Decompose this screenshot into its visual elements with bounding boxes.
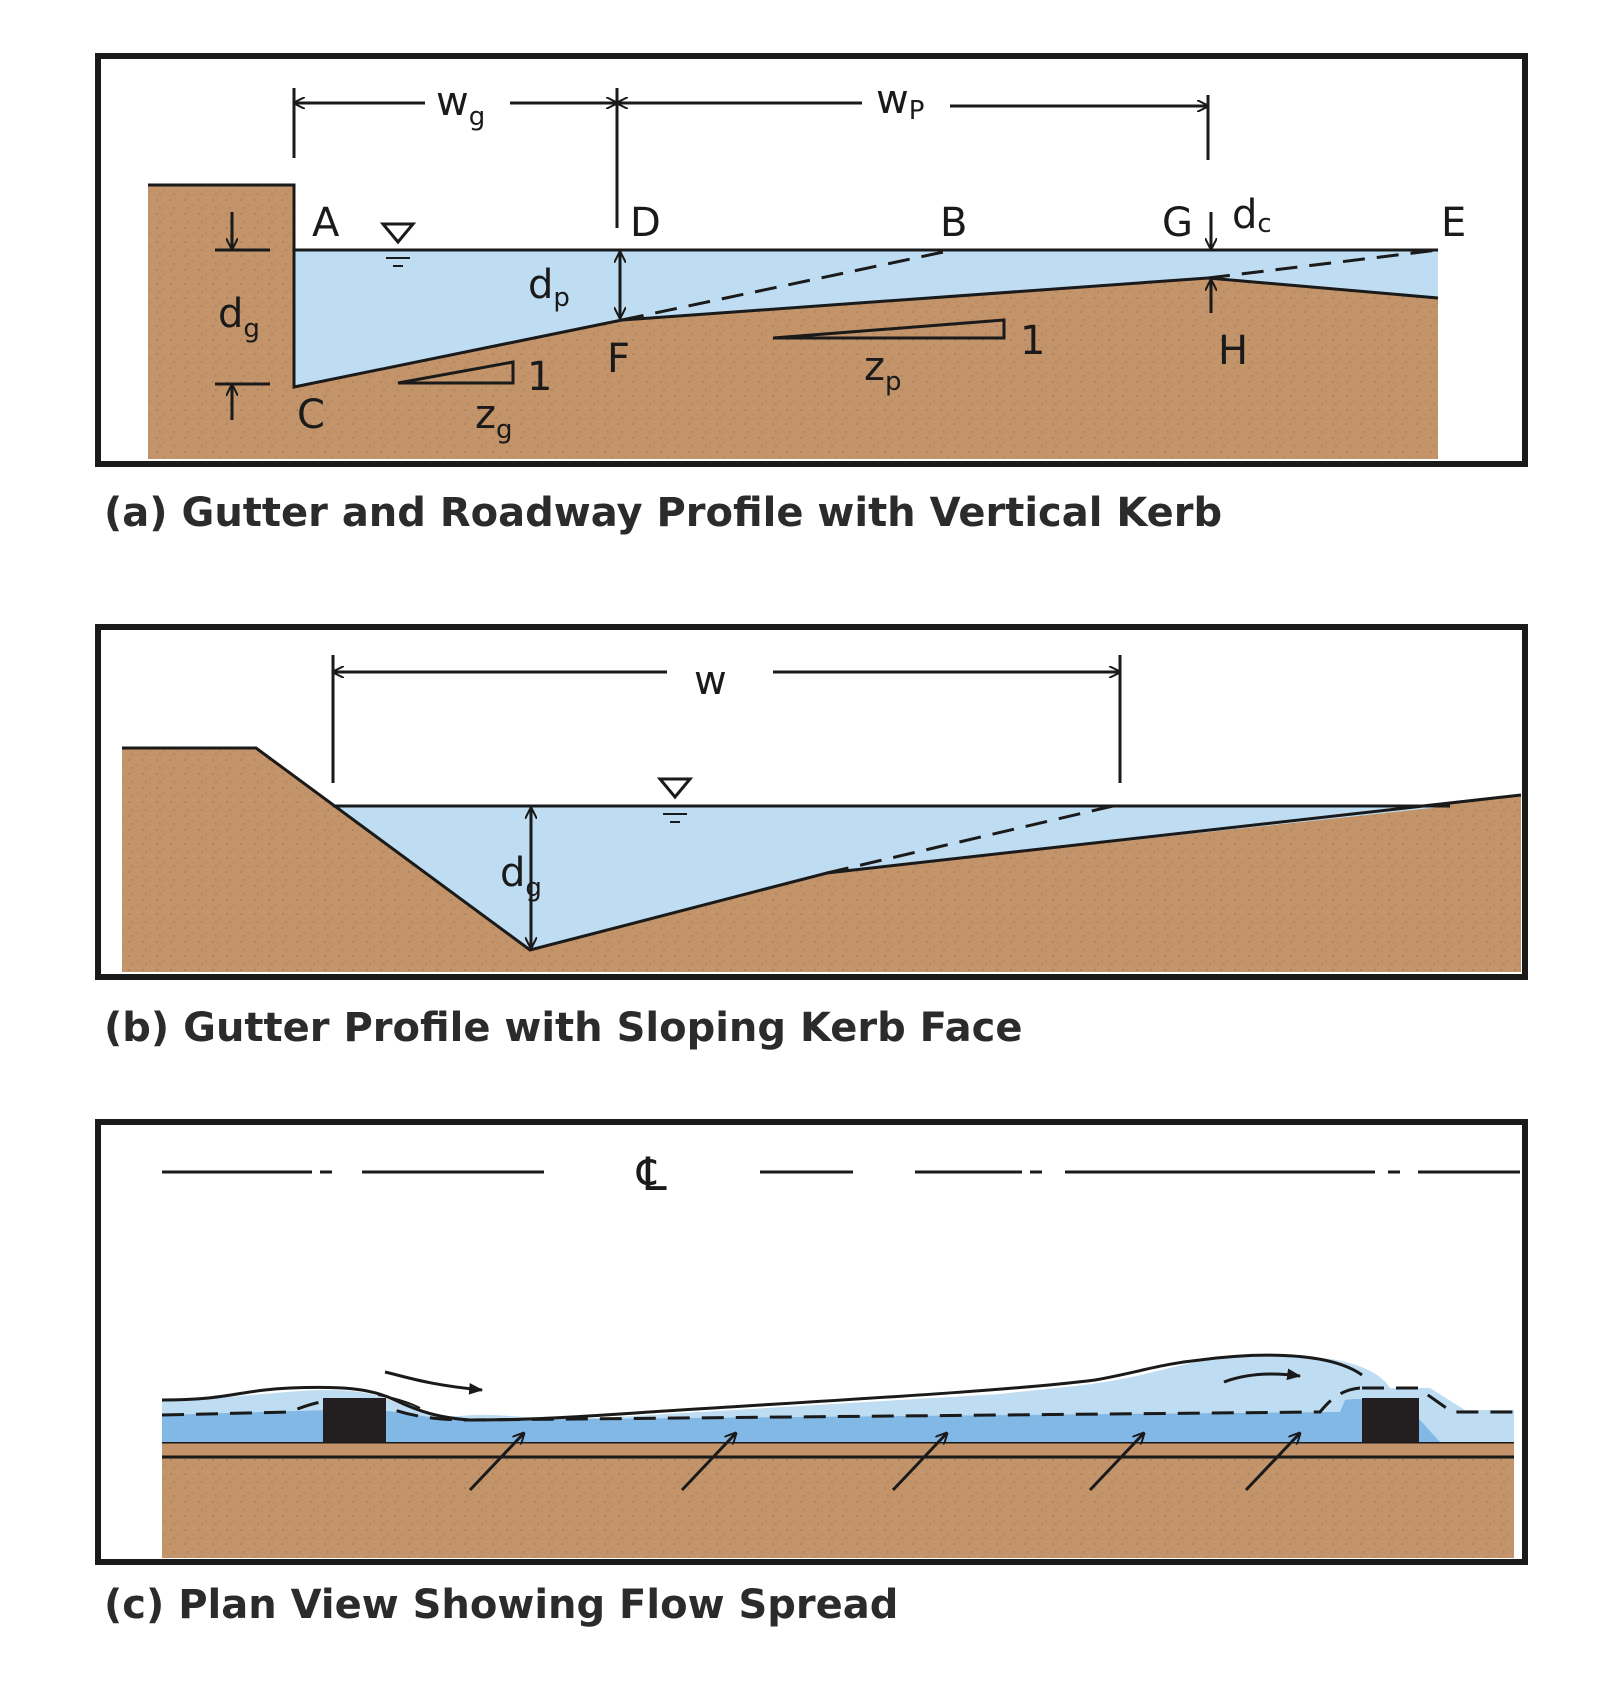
dim-wg-label: w — [436, 79, 469, 125]
point-a-label: A — [312, 200, 340, 246]
inlet-left — [323, 1398, 386, 1442]
panel-c: ℄ — [95, 1119, 1528, 1565]
panel-b-soil — [122, 748, 1521, 972]
point-d-label: D — [630, 200, 661, 246]
panel-b-dashed — [826, 804, 1114, 875]
dim-dp-sub: p — [553, 283, 570, 313]
centerline-symbol: ℄ — [636, 1147, 667, 1201]
dim-dc-sub: c — [1257, 209, 1271, 239]
panel-a-ground-line — [148, 183, 1439, 389]
dim-wg-sub: g — [469, 102, 486, 132]
inflow-arrow-3 — [891, 1433, 947, 1492]
panel-c-channel-water — [162, 1399, 1440, 1442]
slope-triangle-zg — [397, 360, 515, 385]
point-e-label: E — [1441, 200, 1466, 246]
svg-text:dg: dg — [500, 850, 542, 903]
svg-text:dg: dg — [218, 291, 260, 344]
dim-dg-b-label: d — [500, 850, 525, 896]
panel-b-ground-line — [122, 746, 1522, 952]
inflow-arrow-2 — [680, 1433, 736, 1492]
dim-wp-label: w — [876, 77, 909, 123]
panel-a-water — [294, 250, 1438, 387]
caption-panel-a: (a) Gutter and Roadway Profile with Vert… — [104, 490, 1223, 536]
flow-arrow-bypass-right — [1223, 1368, 1302, 1384]
panel-a-dashed-he — [1207, 248, 1439, 280]
svg-text:dp: dp — [528, 262, 570, 313]
dim-dg-sub: g — [243, 314, 260, 344]
panel-c-spread-outline — [161, 1353, 1363, 1422]
slope-triangle-zp — [772, 318, 1006, 340]
dim-dc-label: d — [1232, 192, 1257, 238]
svg-text:zp: zp — [864, 344, 902, 397]
panel-c-kerb-return — [1362, 1386, 1514, 1414]
panel-a-dashed-fb — [621, 248, 954, 322]
panel-c-soil — [162, 1442, 1514, 1558]
slope-zp-sub: p — [885, 367, 902, 397]
svg-text:dc: dc — [1232, 192, 1272, 239]
slope-zp-rise: 1 — [1020, 318, 1045, 364]
svg-text:wg: wg — [436, 79, 485, 132]
point-h-label: H — [1218, 328, 1248, 374]
dim-w-label: w — [694, 658, 727, 704]
flow-arrow-bypass-left-2 — [377, 1394, 421, 1409]
flow-arrow-bypass-left — [384, 1370, 484, 1395]
panel-a: wg wP dg dp dc 1 zg 1 zp A C D F B G H E — [95, 53, 1528, 467]
inflow-arrow-4 — [1088, 1433, 1144, 1492]
panel-b-water — [333, 806, 1450, 950]
dim-dg-b-sub: g — [525, 873, 542, 903]
inflow-arrow-5 — [1244, 1433, 1300, 1492]
panel-c-gutter-band — [162, 1442, 1514, 1457]
slope-zg-sub: g — [496, 415, 513, 445]
dim-dp-label: d — [528, 262, 553, 308]
caption-panel-b: (b) Gutter Profile with Sloping Kerb Fac… — [104, 1005, 1023, 1051]
point-b-label: B — [940, 200, 967, 246]
dim-dg-label: d — [218, 291, 243, 337]
panel-b: w dg — [95, 624, 1528, 980]
water-level-symbol — [378, 222, 418, 267]
point-g-label: G — [1162, 200, 1193, 246]
dim-wp-sub: P — [909, 96, 925, 126]
caption-panel-c: (c) Plan View Showing Flow Spread — [104, 1582, 899, 1628]
water-level-symbol — [655, 777, 695, 823]
svg-text:wP: wP — [876, 77, 924, 126]
svg-text:zg: zg — [475, 392, 513, 445]
panel-a-soil — [148, 185, 1438, 459]
inflow-arrow-1 — [468, 1433, 524, 1492]
slope-zg-label: z — [475, 392, 496, 438]
point-f-label: F — [607, 336, 630, 382]
point-c-label: C — [297, 392, 325, 438]
inlet-right — [1362, 1398, 1419, 1442]
slope-zg-rise: 1 — [527, 354, 552, 400]
slope-zp-label: z — [864, 344, 885, 390]
